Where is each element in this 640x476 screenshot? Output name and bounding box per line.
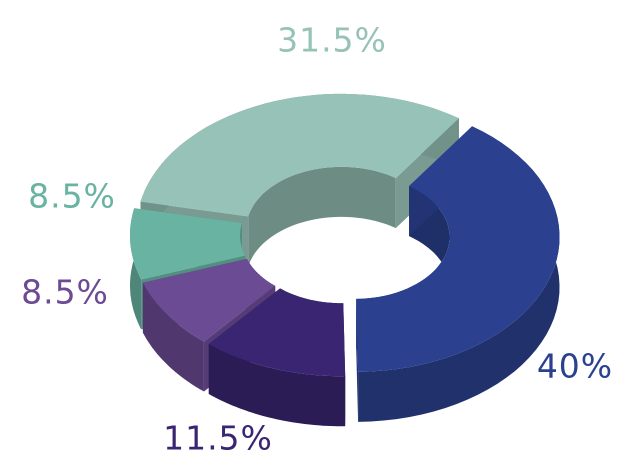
slice [356, 126, 560, 422]
top-face [130, 208, 246, 280]
top-face [140, 93, 459, 217]
data-label: 31.5% [277, 21, 387, 60]
top-face [142, 258, 276, 342]
inner-wall [248, 166, 396, 267]
data-label: 8.5% [21, 273, 109, 312]
data-label: 8.5% [28, 177, 116, 216]
end-wall [356, 298, 359, 422]
top-face [208, 288, 346, 377]
outer-wall [208, 344, 346, 427]
data-label: 11.5% [163, 419, 273, 458]
top-face [356, 126, 560, 372]
outer-wall [358, 126, 560, 422]
data-label: 40% [537, 347, 613, 386]
outer-wall [142, 282, 204, 392]
slice [208, 288, 346, 427]
